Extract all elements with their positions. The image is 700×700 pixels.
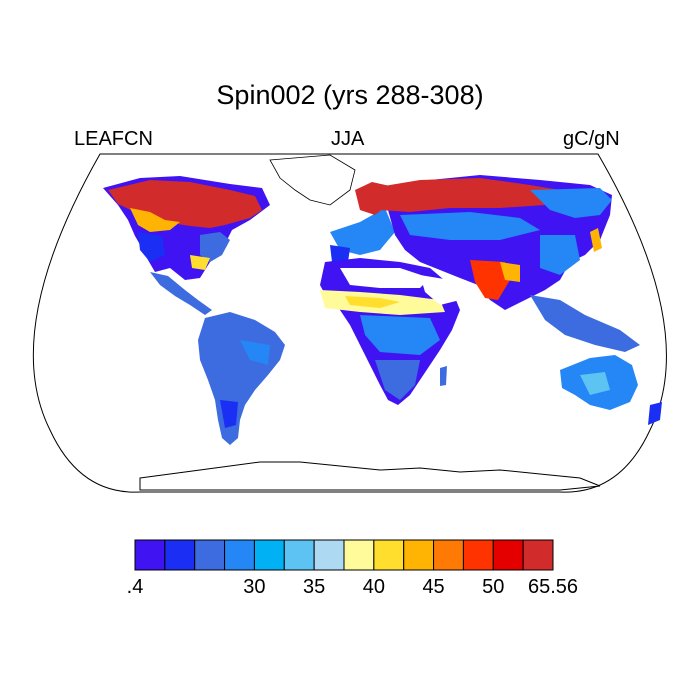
colorbar-swatch — [164, 539, 196, 571]
colorbar-swatch — [403, 539, 435, 571]
siberia — [360, 178, 560, 212]
north-america-west — [138, 232, 165, 262]
south-asia-2 — [500, 262, 520, 282]
colorbar-tick-label: .4 — [126, 576, 144, 598]
north-america-north — [108, 180, 262, 228]
sahel-inner — [345, 296, 400, 308]
colorbar-swatch — [134, 539, 166, 571]
plot-title: Spin002 (yrs 288-308) — [216, 80, 484, 110]
north-america-north-2 — [130, 208, 180, 232]
colorbar-tick-label: 50 — [482, 576, 505, 598]
colorbar-swatch — [283, 539, 315, 571]
madagascar — [440, 366, 447, 386]
japan — [590, 228, 602, 252]
antarctica-outline — [139, 461, 601, 491]
south-asia — [470, 260, 510, 300]
colorbar-swatch — [462, 539, 494, 571]
greenland — [269, 154, 356, 206]
colorbar-swatch — [253, 539, 285, 571]
colorbar-swatch — [492, 539, 524, 571]
arabia — [420, 275, 460, 305]
units-label: gC/gN — [563, 128, 620, 150]
colorbar-swatch — [343, 539, 375, 571]
colorbar-swatch — [194, 539, 226, 571]
sahara — [340, 268, 430, 288]
colorbar-tick-label: 30 — [243, 576, 266, 598]
season-label: JJA — [331, 128, 365, 150]
colorbar-swatch — [313, 539, 345, 571]
siberia-east — [530, 188, 612, 218]
north-america-southeast — [190, 255, 210, 270]
central-africa — [360, 315, 440, 355]
europe — [330, 208, 395, 255]
colorbar-swatch — [373, 539, 405, 571]
colorbar-swatch — [522, 539, 554, 571]
colorbar-swatch — [433, 539, 464, 571]
south-america-south — [220, 400, 238, 428]
australia-inner — [580, 372, 610, 395]
southern-africa — [375, 360, 420, 400]
central-asia — [400, 212, 540, 240]
south-america-east — [240, 340, 270, 365]
colorbar-tick-label: 35 — [303, 576, 326, 598]
southeast-asia — [530, 295, 640, 352]
colorbar-tick-label: 45 — [422, 576, 445, 598]
north-america-east — [200, 232, 230, 262]
central-america — [150, 272, 212, 315]
colorbar-swatch — [224, 539, 255, 571]
new-zealand — [648, 402, 662, 425]
variable-label: LEAFCN — [74, 128, 153, 150]
colorbar-tick-label: 65.56 — [527, 576, 579, 598]
colorbar-tick-label: 40 — [362, 576, 385, 598]
east-asia — [540, 235, 580, 275]
colorbar — [134, 539, 554, 571]
iberia — [330, 245, 350, 262]
